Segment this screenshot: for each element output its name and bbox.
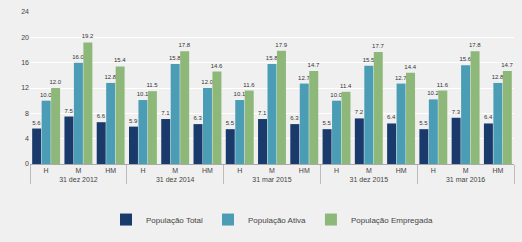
svg-text:15.5: 15.5 (363, 57, 375, 63)
svg-text:20: 20 (21, 34, 29, 41)
svg-text:HM: HM (202, 167, 213, 174)
svg-text:6.3: 6.3 (194, 115, 203, 121)
svg-text:10.1: 10.1 (234, 91, 246, 97)
svg-text:6.6: 6.6 (97, 113, 106, 119)
svg-text:7.2: 7.2 (355, 109, 364, 115)
svg-text:5.5: 5.5 (323, 120, 332, 126)
svg-text:12.7: 12.7 (395, 75, 407, 81)
svg-text:10.0: 10.0 (330, 92, 342, 98)
svg-text:17.9: 17.9 (275, 42, 287, 48)
svg-text:7.1: 7.1 (258, 110, 267, 116)
svg-text:12.0: 12.0 (49, 79, 61, 85)
svg-text:H: H (431, 167, 436, 174)
svg-text:11.6: 11.6 (243, 82, 255, 88)
svg-text:14.6: 14.6 (211, 63, 223, 69)
svg-text:10.0: 10.0 (40, 92, 52, 98)
svg-text:10.2: 10.2 (427, 90, 439, 96)
svg-text:M: M (366, 167, 372, 174)
svg-text:15.8: 15.8 (169, 55, 181, 61)
svg-text:M: M (463, 167, 469, 174)
svg-text:31 mar 2015: 31 mar 2015 (252, 176, 291, 183)
svg-text:População Ativa: População Ativa (248, 216, 306, 225)
svg-text:31 dez 2012: 31 dez 2012 (59, 176, 98, 183)
svg-text:6.4: 6.4 (387, 114, 396, 120)
svg-text:População Total: População Total (146, 216, 203, 225)
svg-text:H: H (140, 167, 145, 174)
svg-text:24: 24 (21, 8, 29, 15)
svg-text:M: M (75, 167, 81, 174)
svg-text:16: 16 (21, 59, 29, 66)
svg-text:19.2: 19.2 (82, 33, 94, 39)
svg-text:17.8: 17.8 (178, 42, 190, 48)
svg-text:M: M (172, 167, 178, 174)
svg-text:11.4: 11.4 (340, 83, 352, 89)
svg-text:11.6: 11.6 (437, 82, 449, 88)
svg-text:5.5: 5.5 (226, 120, 235, 126)
svg-text:4: 4 (25, 135, 29, 142)
svg-text:HM: HM (492, 167, 503, 174)
svg-text:15.6: 15.6 (459, 56, 471, 62)
svg-text:H: H (237, 167, 242, 174)
svg-text:12: 12 (21, 84, 29, 91)
svg-text:M: M (269, 167, 275, 174)
svg-text:11.5: 11.5 (146, 82, 158, 88)
svg-text:HM: HM (105, 167, 116, 174)
svg-text:HM: HM (299, 167, 310, 174)
svg-text:31 dez 2015: 31 dez 2015 (350, 176, 389, 183)
svg-text:15.8: 15.8 (266, 55, 278, 61)
svg-text:H: H (334, 167, 339, 174)
svg-text:17.8: 17.8 (469, 42, 481, 48)
svg-text:17.7: 17.7 (372, 43, 384, 49)
svg-text:16.0: 16.0 (72, 54, 84, 60)
svg-text:HM: HM (396, 167, 407, 174)
svg-text:8: 8 (25, 110, 29, 117)
svg-text:5.6: 5.6 (32, 120, 41, 126)
svg-text:7.5: 7.5 (64, 108, 73, 114)
svg-text:7.1: 7.1 (161, 110, 170, 116)
svg-text:12.7: 12.7 (298, 75, 310, 81)
svg-text:14.7: 14.7 (308, 62, 320, 68)
svg-text:12.0: 12.0 (201, 79, 213, 85)
svg-text:5.5: 5.5 (419, 120, 428, 126)
svg-text:População Empregada: População Empregada (351, 216, 433, 225)
svg-text:7.3: 7.3 (452, 109, 461, 115)
svg-text:10.1: 10.1 (137, 91, 149, 97)
svg-text:12.8: 12.8 (104, 74, 116, 80)
svg-text:31 dez 2014: 31 dez 2014 (156, 176, 195, 183)
svg-text:14.7: 14.7 (501, 62, 513, 68)
svg-text:0: 0 (25, 160, 29, 167)
svg-text:6.4: 6.4 (484, 114, 493, 120)
svg-text:H: H (44, 167, 49, 174)
svg-text:12.8: 12.8 (492, 74, 504, 80)
svg-text:14.4: 14.4 (404, 64, 416, 70)
svg-text:5.9: 5.9 (129, 118, 138, 124)
svg-text:15.4: 15.4 (114, 57, 126, 63)
svg-text:31 mar 2016: 31 mar 2016 (446, 176, 485, 183)
svg-text:6.3: 6.3 (290, 115, 299, 121)
